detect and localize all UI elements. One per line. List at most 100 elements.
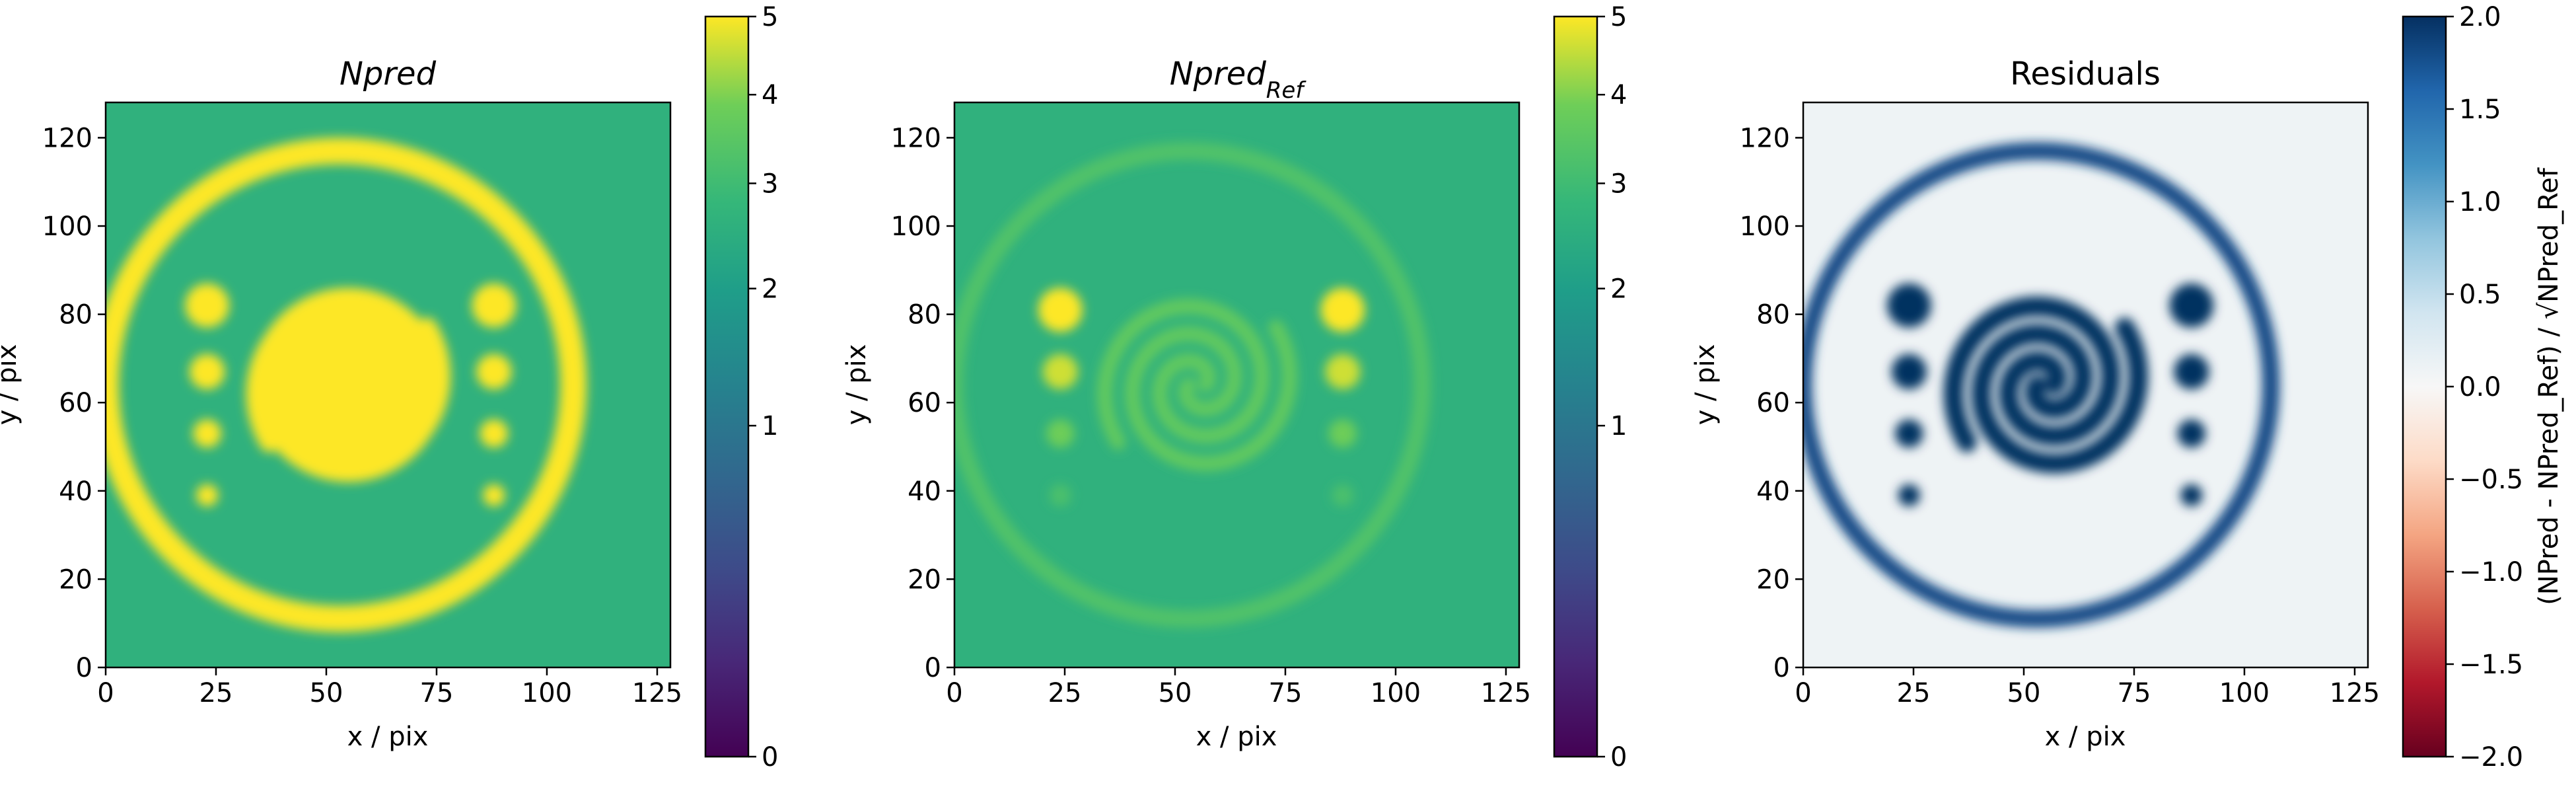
blob-feature	[193, 419, 222, 448]
y-tick-label: 60	[1756, 388, 1790, 418]
y-tick-label: 120	[42, 123, 92, 153]
x-tick-label: 100	[522, 678, 572, 708]
panel-residuals: Residuals 0 25 50 75 100 125 020406080100120 …	[1690, 2, 2564, 773]
x-tick-label: 0	[1795, 678, 1811, 708]
colorbar-tick-label: 2.0	[2459, 2, 2501, 32]
panel-title: NpredRef	[1170, 56, 1307, 104]
blob-feature	[1325, 354, 1361, 390]
panel-title: Npred	[340, 56, 437, 93]
colorbar-tick-label: 4	[1610, 80, 1627, 110]
colorbar-tick-label: 3	[762, 169, 778, 199]
y-ticks: 0 20 40 60 80 100 120	[42, 123, 106, 683]
spiral-arm	[1096, 298, 1270, 450]
y-tick-label: 120	[1740, 123, 1790, 153]
heatmap-features	[106, 137, 587, 632]
blob-feature	[1049, 484, 1072, 507]
colorbar-tick-label: −2.0	[2459, 742, 2523, 773]
colorbar-tick-label: 1.5	[2459, 94, 2501, 125]
ring-feature	[954, 142, 1431, 628]
x-tick-label: 25	[1048, 678, 1082, 708]
blob-feature	[2174, 354, 2209, 390]
y-tick-label: 20	[59, 564, 92, 595]
y-tick-label: 100	[1740, 211, 1790, 242]
colorbar-tick-label: 0	[762, 742, 778, 773]
colorbar-ticks: 2.0 1.5 1.0 0.5 0.0 −0.5 −1.0 −1.5 −2.0	[2446, 2, 2523, 773]
blob-feature	[1891, 354, 1927, 390]
blob-feature	[2177, 419, 2206, 448]
blob-feature	[1898, 484, 1921, 507]
y-tick-label: 100	[42, 211, 92, 242]
x-tick-label: 75	[420, 678, 454, 708]
x-ticks: 0 25 50 75 100 125	[97, 667, 682, 708]
x-tick-label: 25	[199, 678, 233, 708]
colorbar	[2402, 15, 2447, 758]
colorbar-tick-label: −1.0	[2459, 557, 2523, 587]
blob-feature	[480, 419, 509, 448]
x-axis-label: x / pix	[1196, 722, 1277, 752]
colorbar-tick-label: 0	[1610, 742, 1627, 773]
x-tick-label: 125	[632, 678, 682, 708]
blob-feature	[1046, 419, 1075, 448]
colorbar-ticks: 0 1 2 3 4 5	[1597, 2, 1627, 773]
blob-feature	[1328, 419, 1357, 448]
colorbar-tick-label: 1.0	[2459, 187, 2501, 217]
y-axis-label: y / pix	[1690, 344, 1721, 426]
axes-frame	[1802, 101, 2369, 669]
spiral-arm	[1124, 320, 1297, 472]
y-tick-label: 60	[59, 388, 92, 418]
heatmap-features	[954, 142, 1431, 628]
y-tick-label: 80	[1756, 300, 1790, 330]
spiral-arm	[1943, 296, 2121, 453]
x-ticks: 0 25 50 75 100 125	[1795, 667, 2380, 708]
blob-feature	[1038, 287, 1083, 332]
colorbar-tick-label: 5	[1610, 2, 1627, 32]
x-tick-label: 0	[946, 678, 962, 708]
y-ticks: 0 20 40 60 80 100 120	[891, 123, 954, 683]
y-tick-label: 80	[908, 300, 941, 330]
colorbar-tick-label: 5	[762, 2, 778, 32]
colorbar-tick-label: 4	[762, 80, 778, 110]
colorbar-tick-label: 1	[1610, 411, 1627, 441]
blob-feature	[189, 354, 225, 390]
colorbar-tick-label: −0.5	[2459, 465, 2523, 495]
x-axis-label: x / pix	[2045, 722, 2126, 752]
x-tick-label: 100	[2219, 678, 2270, 708]
colorbar-tick-label: 0.0	[2459, 372, 2501, 402]
blob-feature	[483, 484, 505, 507]
colorbar-tick-label: −1.5	[2459, 650, 2523, 680]
x-tick-label: 25	[1897, 678, 1931, 708]
blob-feature	[1042, 354, 1079, 390]
y-ticks: 0 20 40 60 80 100 120	[1740, 123, 1803, 683]
blob-feature	[1886, 283, 1931, 328]
blob-feature	[1332, 484, 1354, 507]
x-tick-label: 75	[2118, 678, 2151, 708]
blob-feature	[476, 354, 512, 390]
blob-feature	[472, 283, 517, 328]
x-tick-label: 75	[1269, 678, 1303, 708]
x-tick-label: 100	[1371, 678, 1421, 708]
heatmap-image	[106, 102, 670, 667]
y-axis-label: y / pix	[0, 344, 22, 426]
blob-feature	[185, 283, 230, 328]
x-tick-label: 0	[97, 678, 114, 708]
heatmap-image	[1803, 102, 2368, 667]
blob-feature	[2169, 283, 2214, 328]
panel-title: Residuals	[2010, 56, 2161, 93]
colorbar	[1553, 15, 1598, 758]
ring-feature	[1803, 142, 2280, 628]
colorbar-tick-label: 0.5	[2459, 280, 2501, 310]
x-tick-label: 50	[1159, 678, 1192, 708]
y-tick-label: 40	[1756, 476, 1790, 507]
colorbar-label: (NPred - NPred_Ref) / √NPred_Ref	[2534, 167, 2564, 605]
colorbar-tick-label: 1	[762, 411, 778, 441]
x-tick-label: 50	[2007, 678, 2041, 708]
blob-feature	[2180, 484, 2203, 507]
y-tick-label: 0	[1773, 653, 1790, 683]
spiral-arm	[246, 296, 423, 453]
heatmap-image	[954, 102, 1519, 667]
x-tick-label: 50	[310, 678, 343, 708]
x-axis-label: x / pix	[347, 722, 429, 752]
ring-feature	[106, 137, 587, 632]
colorbar	[704, 15, 750, 758]
